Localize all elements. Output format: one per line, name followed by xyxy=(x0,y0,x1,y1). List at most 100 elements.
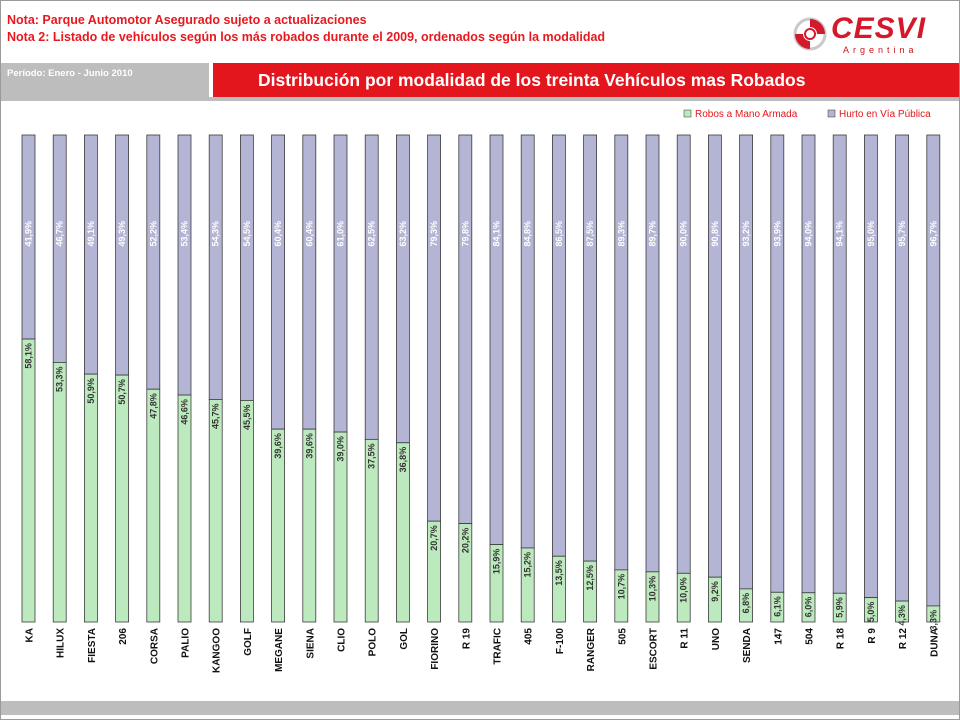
bar-robos-25 xyxy=(801,592,816,623)
bar-robos-20 xyxy=(645,571,660,623)
bar-hurto-17 xyxy=(552,134,566,557)
logo-country-text: Argentina xyxy=(843,45,918,55)
data-label-robos-7: 45,5% xyxy=(242,404,252,430)
bar-robos-29 xyxy=(926,605,941,623)
data-label-robos-20: 10,3% xyxy=(648,576,658,602)
x-tick-label-4: CORSA xyxy=(149,628,160,664)
bar-robos-2 xyxy=(84,373,98,623)
legend-swatch-robos xyxy=(683,109,692,118)
data-label-hurto-23: 93,2% xyxy=(741,221,751,247)
bar-hurto-3 xyxy=(115,134,129,376)
data-label-robos-17: 13,5% xyxy=(554,560,564,586)
bar-robos-6 xyxy=(208,399,223,623)
data-label-robos-3: 50,7% xyxy=(117,379,127,405)
bar-robos-9 xyxy=(302,428,317,623)
x-tick-label-19: 505 xyxy=(617,628,628,645)
x-tick-label-16: 405 xyxy=(524,628,535,645)
data-label-robos-19: 10,7% xyxy=(616,574,626,600)
x-tick-label-21: R 11 xyxy=(680,628,691,649)
header-area: Nota: Parque Automotor Asegurado sujeto … xyxy=(1,1,959,63)
bar-hurto-10 xyxy=(333,134,348,433)
x-tick-label-18: RANGER xyxy=(586,627,597,671)
x-tick-label-11: POLO xyxy=(368,628,379,657)
data-label-hurto-8: 60,4% xyxy=(273,221,283,247)
bar-hurto-1 xyxy=(52,134,67,363)
data-label-robos-2: 50,9% xyxy=(86,378,96,404)
data-label-robos-21: 10,0% xyxy=(679,577,689,603)
x-tick-label-23: SENDA xyxy=(742,628,753,663)
x-tick-label-5: PALIO xyxy=(181,628,192,658)
bar-hurto-18 xyxy=(583,134,597,562)
legend: Robos a Mano Armada Hurto en Vía Pública xyxy=(683,109,931,120)
data-label-hurto-28: 95,7% xyxy=(897,221,907,247)
bar-robos-24 xyxy=(770,591,785,623)
bar-hurto-4 xyxy=(146,134,161,390)
x-tick-label-28: R 12 xyxy=(898,628,909,650)
stacked-bar-chart: Robos a Mano Armada Hurto en Vía Pública… xyxy=(21,109,941,673)
data-label-hurto-7: 54,5% xyxy=(242,221,252,247)
bar-hurto-21 xyxy=(676,134,691,574)
bar-hurto-19 xyxy=(614,134,629,571)
bar-robos-1 xyxy=(52,362,67,623)
x-tick-label-29: DUNA xyxy=(929,628,940,657)
data-label-robos-29: 3,3% xyxy=(928,610,938,631)
bar-robos-7 xyxy=(239,400,254,623)
bar-robos-28 xyxy=(895,600,909,623)
cesvi-logo: CESVI Argentina xyxy=(793,12,925,57)
x-tick-label-24: 147 xyxy=(773,628,784,645)
data-label-hurto-20: 89,7% xyxy=(648,221,658,247)
data-label-robos-14: 20,2% xyxy=(460,528,470,554)
x-tick-label-13: FIORINO xyxy=(430,628,441,670)
data-label-hurto-5: 53,4% xyxy=(180,221,190,247)
data-label-hurto-9: 60,4% xyxy=(304,221,314,247)
bar-robos-23 xyxy=(739,588,753,623)
data-label-robos-4: 47,8% xyxy=(148,393,158,419)
data-label-robos-16: 15,2% xyxy=(523,552,533,578)
bar-robos-3 xyxy=(115,374,129,623)
bar-hurto-8 xyxy=(271,134,286,430)
bar-hurto-22 xyxy=(708,134,722,578)
data-label-hurto-21: 90,0% xyxy=(679,221,689,247)
bar-hurto-16 xyxy=(520,134,535,549)
data-label-robos-8: 39,6% xyxy=(273,433,283,459)
bar-robos-17 xyxy=(552,555,566,623)
bar-hurto-11 xyxy=(364,134,379,440)
x-tick-label-6: KANGOO xyxy=(212,628,223,673)
data-label-hurto-17: 86,5% xyxy=(554,221,564,247)
x-tick-label-9: SIENA xyxy=(305,628,316,659)
bar-hurto-14 xyxy=(458,134,473,525)
data-label-hurto-27: 95,0% xyxy=(866,221,876,247)
footer-bar xyxy=(1,701,959,715)
data-label-robos-11: 37,5% xyxy=(367,443,377,469)
data-label-hurto-2: 49,1% xyxy=(86,221,96,247)
data-label-robos-10: 39,0% xyxy=(336,436,346,462)
data-label-hurto-13: 79,3% xyxy=(429,221,439,247)
note-1: Nota: Parque Automotor Asegurado sujeto … xyxy=(7,13,367,27)
x-tick-label-7: GOLF xyxy=(243,628,254,656)
data-label-robos-6: 45,7% xyxy=(211,403,221,429)
data-label-robos-15: 15,9% xyxy=(492,549,502,575)
x-tick-label-14: R 19 xyxy=(461,628,472,650)
bar-robos-0 xyxy=(21,338,36,623)
x-tick-label-8: MEGANE xyxy=(274,628,285,672)
data-label-hurto-29: 96,7% xyxy=(928,221,938,247)
data-label-robos-13: 20,7% xyxy=(429,525,439,551)
x-tick-label-20: ESCORT xyxy=(649,628,660,670)
data-label-robos-27: 5,0% xyxy=(866,602,876,623)
x-tick-label-22: UNO xyxy=(711,628,722,650)
data-label-hurto-25: 94,0% xyxy=(804,221,814,247)
x-tick-label-1: HILUX xyxy=(56,628,67,658)
bar-robos-22 xyxy=(708,576,722,623)
bar-hurto-20 xyxy=(645,134,660,573)
x-tick-label-25: 504 xyxy=(805,628,816,645)
data-label-hurto-4: 52,2% xyxy=(148,221,158,247)
bar-hurto-7 xyxy=(239,134,254,401)
bar-hurto-29 xyxy=(926,134,941,607)
data-label-hurto-16: 84,8% xyxy=(523,221,533,247)
bar-robos-12 xyxy=(395,442,410,623)
bars-group: 58,1% 41,9% KA 53,3% 46,7% HILUX 50,9% 49,1% FIE… xyxy=(21,134,941,673)
bar-hurto-5 xyxy=(177,134,192,396)
bar-robos-27 xyxy=(864,597,878,623)
x-tick-label-2: FIESTA xyxy=(87,628,98,663)
